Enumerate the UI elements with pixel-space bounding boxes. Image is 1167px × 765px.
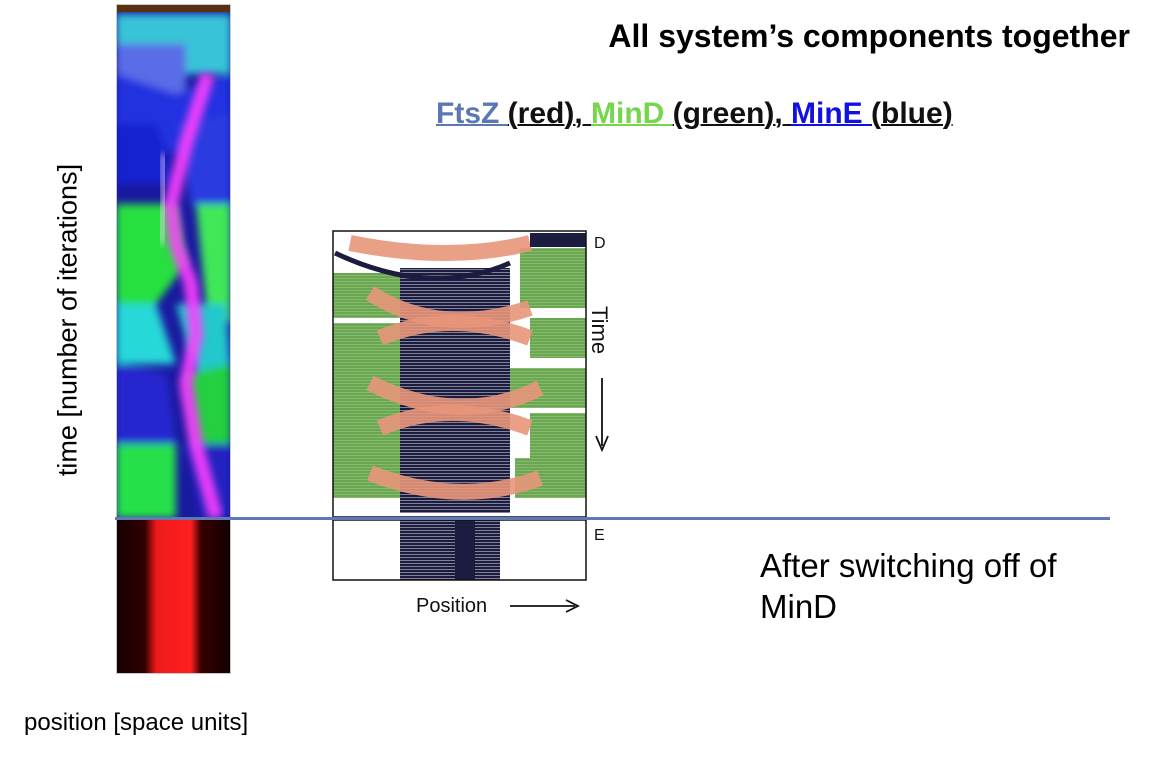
exp-upper-panel: [332, 230, 587, 518]
legend-mine-color: (blue): [871, 97, 953, 130]
sim-top-edge: [116, 4, 231, 12]
legend-ftsz-color: (red),: [507, 97, 592, 130]
legend-mind: MinD: [591, 97, 673, 130]
exp-time-label: Time: [587, 306, 612, 354]
x-axis-label: position [space units]: [24, 709, 249, 736]
legend-ftsz: FtsZ: [436, 97, 508, 130]
legend-mind-color: (green),: [672, 97, 792, 130]
sim-magenta-wave: [163, 71, 223, 520]
after-switching-note: After switching off of MinD: [760, 547, 1057, 625]
experimental-kymograph: D E Time Position: [332, 230, 612, 617]
exp-position-label: Position: [416, 595, 487, 617]
sim-bands: [116, 14, 231, 518]
slide-title: All system’s components together: [608, 18, 1130, 54]
exp-label-e: E: [594, 527, 605, 544]
simulation-kymograph: [116, 4, 231, 674]
sim-frame: [116, 4, 231, 674]
legend-mine: MinE: [791, 97, 872, 130]
mind-switch-off-divider: [115, 517, 1110, 520]
color-legend: FtsZ (red), MinD (green), MinE (blue): [436, 97, 953, 131]
exp-lower-panel: [332, 519, 587, 581]
y-axis-label: time [number of iterations]: [52, 163, 83, 477]
exp-label-d: D: [594, 235, 606, 252]
sim-ftsz-ring: [116, 518, 231, 674]
